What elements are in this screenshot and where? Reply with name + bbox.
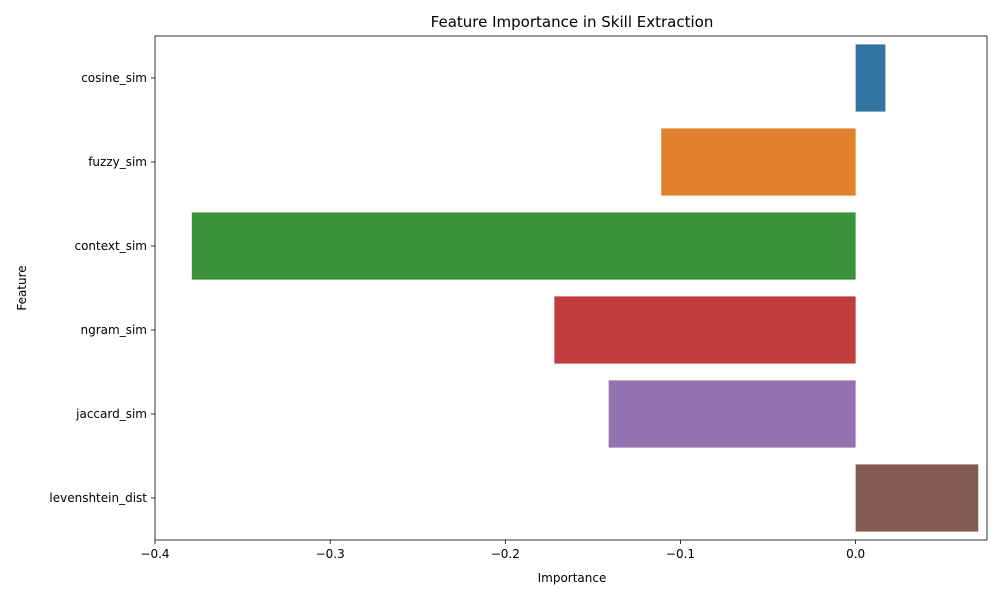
plot-frame	[154, 35, 988, 541]
y-tick-label: context_sim	[74, 239, 147, 253]
x-tick-label: 0.0	[846, 547, 865, 561]
y-tick-label: levenshtein_dist	[49, 491, 147, 505]
x-axis-ticks: −0.4 −0.3 −0.2 −0.1 0.0	[140, 540, 865, 561]
chart-title: Feature Importance in Skill Extraction	[431, 13, 714, 31]
x-tick-label: −0.4	[140, 547, 169, 561]
y-tick-label: cosine_sim	[81, 71, 147, 85]
bar-ngram_sim	[554, 296, 856, 364]
x-tick-label: −0.3	[316, 547, 345, 561]
y-tick-label: fuzzy_sim	[88, 155, 147, 169]
x-tick-label: −0.1	[666, 547, 695, 561]
x-axis-label: Importance	[538, 571, 607, 585]
bar-context_sim	[191, 212, 856, 280]
y-axis-ticks: cosine_sim fuzzy_sim context_sim ngram_simj…	[49, 71, 155, 505]
bar-fuzzy_sim	[661, 128, 856, 196]
y-tick-label: ngram_sim	[81, 323, 147, 337]
bar-levenshtein_dist	[855, 464, 979, 532]
y-tick-label: jaccard_sim	[75, 407, 147, 421]
bar-jaccard_sim	[608, 380, 856, 448]
y-axis-label: Feature	[15, 265, 29, 310]
x-tick-label: −0.2	[491, 547, 520, 561]
bars-group	[191, 44, 979, 532]
bar-cosine_sim	[855, 44, 886, 112]
